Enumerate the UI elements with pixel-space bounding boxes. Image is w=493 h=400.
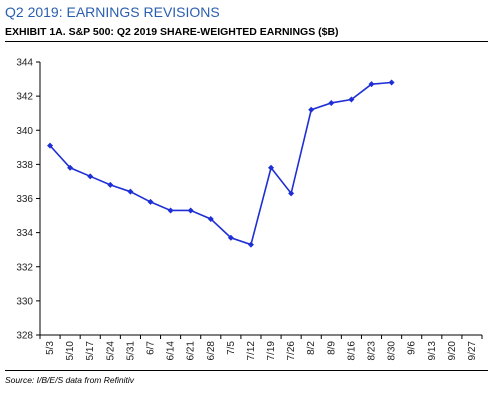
x-tick-label: 9/6 (407, 341, 418, 355)
data-point (247, 241, 254, 248)
x-tick-label: 5/3 (45, 341, 56, 355)
y-tick-label: 334 (16, 228, 33, 239)
y-tick-label: 340 (16, 126, 33, 137)
x-tick-label: 8/9 (326, 341, 337, 355)
x-tick-label: 7/12 (246, 341, 257, 361)
x-tick-label: 5/10 (65, 341, 76, 361)
data-point (87, 173, 94, 180)
data-point (147, 198, 154, 205)
data-point (328, 99, 335, 106)
y-tick-label: 328 (16, 331, 33, 342)
x-tick-label: 8/2 (306, 341, 317, 355)
y-tick-label: 342 (16, 92, 33, 103)
y-axis-ticks: 328 330 332 334 336 338 340 342 344 (16, 58, 40, 342)
y-tick-label: 332 (16, 262, 33, 273)
data-point (47, 142, 54, 149)
series-layer (47, 79, 395, 248)
data-point (167, 207, 174, 214)
data-point (308, 106, 315, 113)
data-point (227, 234, 234, 241)
title-divider (5, 41, 488, 42)
y-tick-label: 330 (16, 296, 33, 307)
x-tick-label: 8/30 (387, 341, 398, 361)
x-tick-label: 8/23 (367, 341, 378, 361)
x-tick-label: 9/20 (447, 341, 458, 361)
data-point (107, 181, 114, 188)
footer-divider (5, 370, 488, 371)
data-point (288, 190, 295, 197)
y-tick-label: 336 (16, 194, 33, 205)
x-tick-label: 5/24 (105, 341, 116, 361)
data-point (348, 96, 355, 103)
x-tick-label: 9/13 (427, 341, 438, 361)
chart-title: EXHIBIT 1A. S&P 500: Q2 2019 SHARE-WEIGH… (5, 26, 339, 38)
data-point (127, 188, 134, 195)
data-point (368, 81, 375, 88)
data-point (187, 207, 194, 214)
x-tick-label: 6/14 (166, 341, 177, 361)
data-point (67, 164, 74, 171)
x-axis-ticks: 5/3 5/10 5/17 5/24 5/31 6/7 6/14 6/21 6/28 7/5 7/1… (39, 335, 483, 361)
x-tick-label: 7/5 (226, 341, 237, 355)
y-tick-label: 344 (16, 58, 33, 69)
x-tick-label: 8/16 (346, 341, 357, 361)
x-tick-label: 5/31 (125, 341, 136, 361)
series-line (49, 81, 392, 246)
data-point (207, 215, 214, 222)
data-point (388, 79, 395, 86)
x-tick-label: 6/28 (206, 341, 217, 361)
page-title: Q2 2019: EARNINGS REVISIONS (5, 4, 220, 20)
x-tick-label: 9/27 (467, 341, 478, 361)
x-tick-label: 6/21 (186, 341, 197, 361)
x-tick-label: 5/17 (85, 341, 96, 361)
chart-axes (39, 62, 482, 336)
x-tick-label: 7/26 (286, 341, 297, 361)
source-note: Source: I/B/E/S data from Refinitiv (5, 375, 134, 385)
x-tick-label: 6/7 (146, 341, 157, 355)
y-tick-label: 338 (16, 160, 33, 171)
x-tick-label: 7/19 (266, 341, 277, 361)
data-point (268, 164, 275, 171)
